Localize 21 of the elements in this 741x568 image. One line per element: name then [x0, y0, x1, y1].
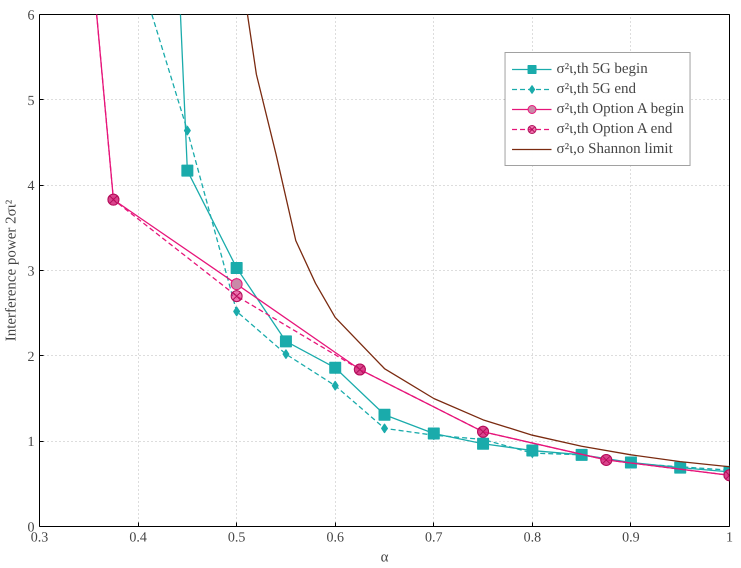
y-axis-title: Interference power 2σι² — [4, 199, 20, 342]
x-tick-label: 0.5 — [228, 530, 246, 546]
y-tick-label: 6 — [28, 8, 34, 24]
x-tick-label: 0.4 — [129, 530, 147, 546]
x-tick-label: 0.7 — [425, 530, 443, 546]
x-tick-label: 0.8 — [524, 530, 542, 546]
x-tick-label: 0.9 — [622, 530, 640, 546]
legend-label: σ²ι,th Option A end — [556, 120, 672, 138]
y-tick-label: 1 — [28, 435, 34, 450]
legend-label: σ²ι,o Shannon limit — [556, 140, 673, 158]
y-tick-label: 4 — [28, 179, 34, 194]
x-tick-label: 0.6 — [326, 530, 344, 546]
y-tick-label: 2 — [28, 350, 34, 365]
x-tick-label: 0.3 — [30, 530, 48, 546]
legend-label: σ²ι,th 5G end — [556, 80, 636, 98]
y-tick-label: 5 — [28, 94, 34, 109]
x-axis-title: α — [380, 550, 389, 566]
y-tick-label: 3 — [28, 264, 34, 280]
legend-label: σ²ι,th Option A begin — [556, 100, 684, 118]
legend-label: σ²ι,th 5G begin — [556, 60, 648, 78]
x-tick-label: 1 — [726, 530, 733, 546]
